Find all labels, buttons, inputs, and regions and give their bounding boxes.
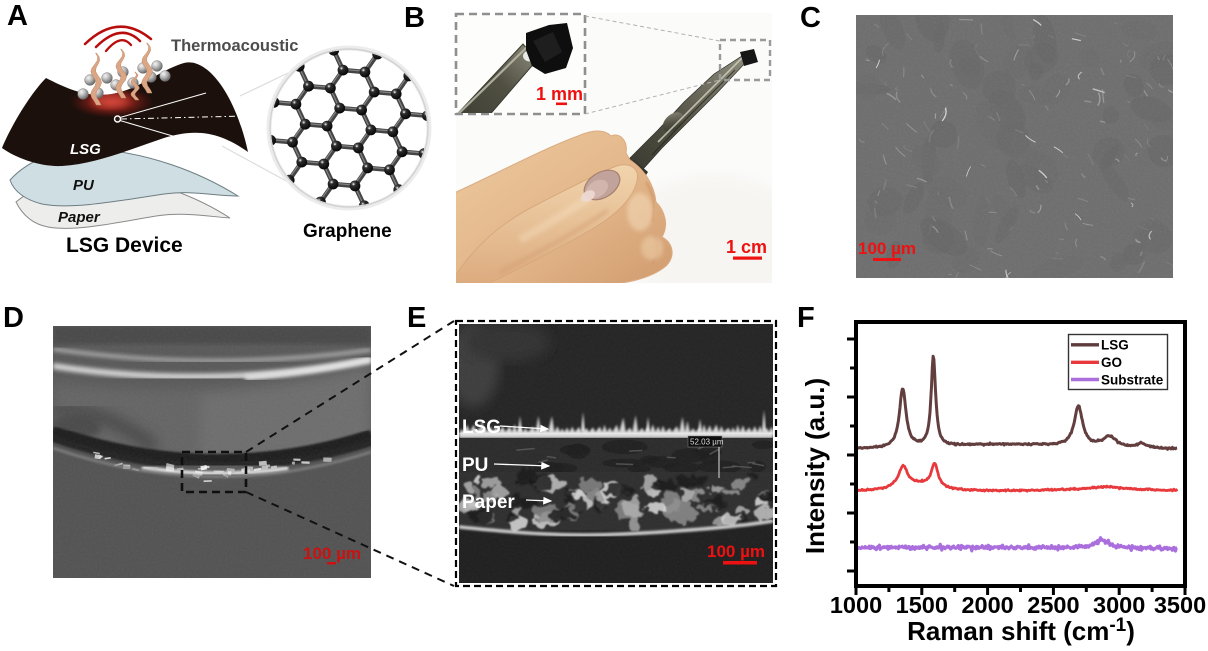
- svg-text:LSG Device: LSG Device: [66, 234, 183, 257]
- svg-text:100 µm: 100 µm: [707, 542, 765, 561]
- svg-text:LSG: LSG: [462, 417, 501, 438]
- svg-text:Raman shift (cm-1): Raman shift (cm-1): [907, 615, 1135, 646]
- svg-text:1 cm: 1 cm: [726, 237, 767, 257]
- svg-text:3500: 3500: [1154, 592, 1206, 618]
- svg-text:PU: PU: [73, 177, 95, 194]
- svg-text:C: C: [800, 2, 821, 34]
- svg-text:3000: 3000: [1093, 592, 1145, 618]
- svg-text:LSG: LSG: [1101, 338, 1129, 353]
- svg-text:Thermoacoustic: Thermoacoustic: [171, 37, 298, 55]
- svg-text:1500: 1500: [896, 592, 948, 618]
- svg-text:100 µm: 100 µm: [858, 239, 916, 258]
- svg-text:1 mm: 1 mm: [536, 84, 583, 104]
- svg-text:Graphene: Graphene: [303, 221, 392, 242]
- svg-text:Paper: Paper: [58, 209, 101, 226]
- svg-text:Intensity (a.u.): Intensity (a.u.): [800, 378, 830, 554]
- svg-text:Paper: Paper: [462, 492, 515, 513]
- svg-text:Substrate: Substrate: [1101, 372, 1164, 387]
- svg-text:B: B: [404, 2, 425, 34]
- svg-text:D: D: [3, 302, 24, 334]
- svg-text:100 µm: 100 µm: [303, 544, 361, 563]
- svg-text:PU: PU: [462, 455, 488, 476]
- svg-text:F: F: [797, 302, 815, 334]
- svg-text:2500: 2500: [1027, 592, 1079, 618]
- svg-text:LSG: LSG: [70, 141, 101, 158]
- svg-text:A: A: [7, 0, 28, 32]
- svg-text:1000: 1000: [830, 592, 882, 618]
- svg-text:2000: 2000: [961, 592, 1013, 618]
- svg-text:E: E: [407, 302, 426, 334]
- svg-text:GO: GO: [1101, 355, 1122, 370]
- svg-text:52.03 µm: 52.03 µm: [690, 438, 724, 447]
